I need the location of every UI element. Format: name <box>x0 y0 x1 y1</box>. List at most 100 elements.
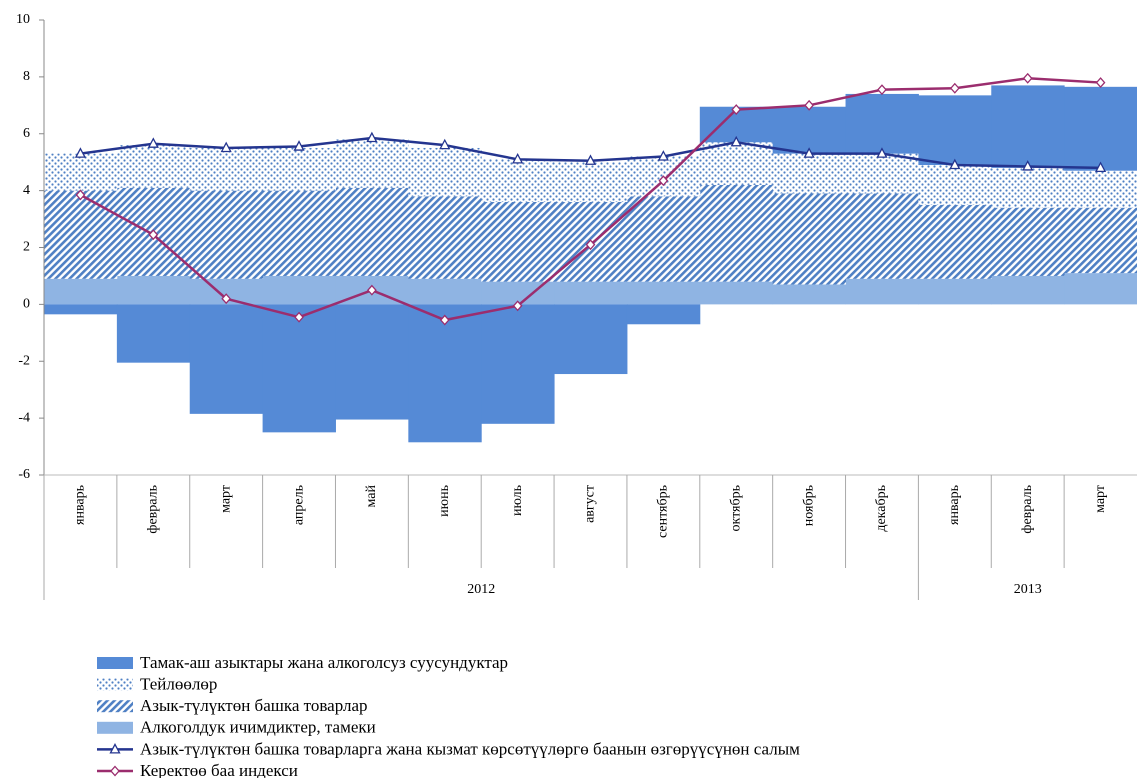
x-tick-label: март <box>218 485 233 513</box>
line-marker <box>803 147 815 158</box>
x-tick-label: май <box>364 485 379 508</box>
legend-label: Азык-түлүктөн башка товарларга жана кызм… <box>140 739 800 758</box>
bar <box>1064 273 1137 305</box>
bar <box>408 304 482 443</box>
legend-marker <box>110 765 120 777</box>
x-tick-label: июль <box>510 485 525 516</box>
legend-swatch <box>97 657 133 669</box>
line-marker <box>731 104 742 116</box>
line-marker <box>293 140 305 151</box>
bar <box>918 95 992 166</box>
bar <box>262 190 336 276</box>
bar <box>772 193 847 285</box>
bar <box>335 187 409 276</box>
x-tick-label: ноябрь <box>801 485 816 526</box>
bar <box>699 142 774 185</box>
legend-label: Тамак-аш азыктары жана алкоголсуз суусун… <box>140 653 508 672</box>
line-marker <box>949 82 960 94</box>
bar <box>116 304 191 363</box>
bar <box>44 304 118 315</box>
x-tick-label: март <box>1093 485 1108 513</box>
bar <box>554 281 628 305</box>
y-tick-label: 4 <box>23 183 30 198</box>
line-marker <box>1022 72 1033 84</box>
bar <box>918 278 992 305</box>
x-tick-label: январь <box>73 485 88 525</box>
bar <box>262 147 336 191</box>
bar <box>1064 86 1137 171</box>
bar <box>1064 170 1137 208</box>
y-tick-label: 6 <box>23 126 30 141</box>
bar <box>116 145 191 188</box>
line-marker <box>148 229 159 241</box>
legend-label: Алкоголдук ичимдиктер, тамеки <box>140 718 376 737</box>
y-tick-label: -4 <box>18 410 30 425</box>
legend-swatch <box>97 678 133 691</box>
line-marker <box>366 131 378 143</box>
bar <box>481 159 555 202</box>
line-marker <box>658 175 669 187</box>
line-marker <box>221 293 232 305</box>
bar <box>845 93 919 154</box>
bar <box>44 278 118 305</box>
y-tick-label: 0 <box>23 297 30 312</box>
x-tick-label: декабрь <box>874 485 889 532</box>
x-tick-label: октябрь <box>728 485 743 532</box>
bar <box>335 139 409 188</box>
bar <box>699 184 774 282</box>
line-marker <box>877 84 887 96</box>
bar <box>991 167 1065 208</box>
bar <box>335 304 409 420</box>
bar <box>262 275 336 305</box>
legend-label: Тейлөөлөр <box>140 675 217 694</box>
bar <box>116 275 191 305</box>
bar <box>845 153 919 194</box>
legend-label: Азык-түлүктөн башка товарлар <box>140 696 368 715</box>
bar <box>1064 207 1137 274</box>
bar <box>408 278 482 305</box>
line-marker <box>294 311 304 323</box>
bar <box>772 106 847 154</box>
bar <box>481 281 555 305</box>
line-marker <box>804 99 814 111</box>
line-marker <box>439 138 451 150</box>
line-marker <box>1022 160 1034 171</box>
x-tick-label: январь <box>947 485 962 525</box>
bar <box>772 153 847 194</box>
x-tick-label: апрель <box>291 485 306 525</box>
bar <box>189 147 264 191</box>
bar <box>626 196 701 282</box>
y-tick-label: 8 <box>23 69 30 84</box>
bar <box>408 196 482 279</box>
line-marker <box>75 189 86 201</box>
x-tick-label: февраль <box>146 485 161 534</box>
bar <box>44 153 118 191</box>
line-marker <box>585 239 596 251</box>
line-marker <box>730 135 742 147</box>
y-tick-label: 10 <box>16 12 30 27</box>
y-tick-label: 2 <box>23 240 30 255</box>
bar <box>189 190 264 279</box>
group-label: 2012 <box>467 582 495 597</box>
bar <box>408 147 482 197</box>
bar <box>626 304 701 325</box>
line-marker <box>439 314 450 326</box>
line-marker <box>220 141 232 153</box>
line-marker <box>512 300 523 312</box>
legend-marker <box>109 743 121 754</box>
bar <box>481 304 555 424</box>
y-tick-label: -6 <box>18 467 30 482</box>
legend-swatch <box>97 721 133 734</box>
line-marker <box>657 150 669 161</box>
bar <box>699 281 774 305</box>
x-tick-label: февраль <box>1020 485 1035 534</box>
y-tick-label: -2 <box>18 353 30 368</box>
line-marker <box>1095 77 1106 89</box>
x-tick-label: август <box>583 485 598 523</box>
bar <box>845 193 919 279</box>
bar <box>991 207 1065 276</box>
group-label: 2013 <box>1014 582 1042 597</box>
bar <box>626 281 701 305</box>
bar <box>262 304 336 433</box>
